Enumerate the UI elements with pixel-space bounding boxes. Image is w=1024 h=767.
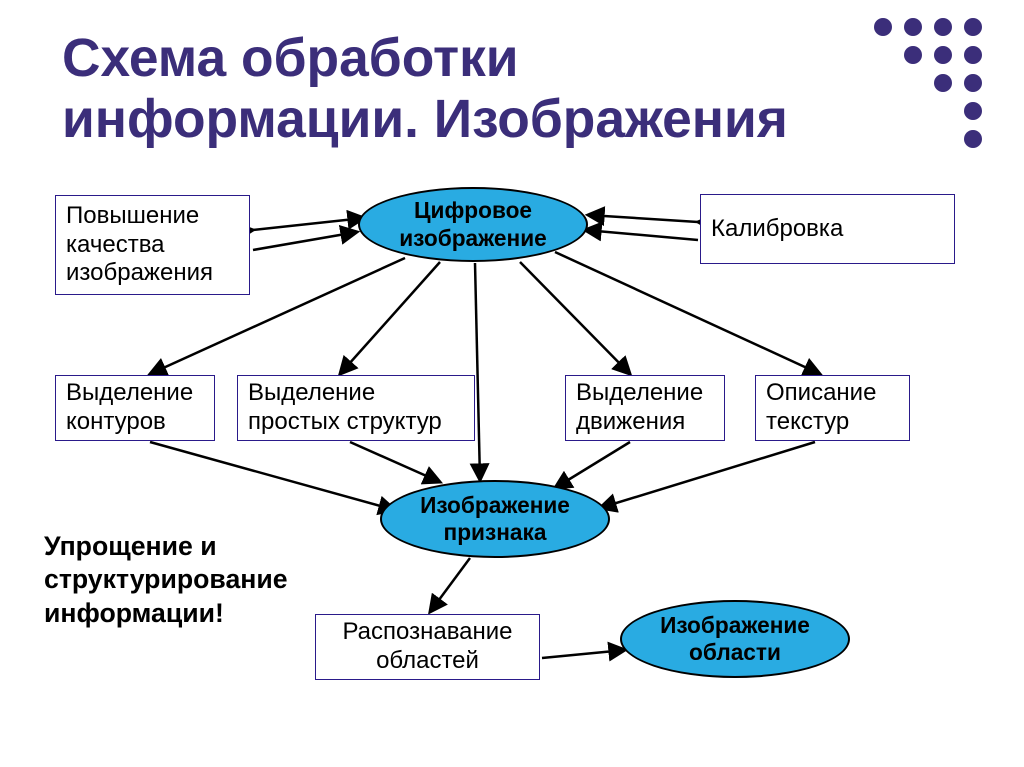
- edge-5: [340, 262, 440, 374]
- edge-10: [350, 442, 440, 482]
- deco-dot: [934, 46, 952, 64]
- deco-dot: [934, 18, 952, 36]
- node-texture: Описание текстур: [755, 375, 910, 441]
- edge-0: [253, 218, 364, 230]
- node-calib: Калибровка: [700, 194, 955, 264]
- deco-dot: [964, 18, 982, 36]
- deco-dot: [934, 74, 952, 92]
- deco-dot: [904, 46, 922, 64]
- diagram-canvas: Схема обработки информации. Изображения …: [0, 0, 1024, 767]
- deco-dot: [964, 130, 982, 148]
- side-annotation: Упрощение и структурирование информации!: [44, 530, 304, 630]
- edge-14: [542, 650, 625, 658]
- deco-dot: [964, 102, 982, 120]
- node-feature-label: Изображение признака: [392, 492, 598, 546]
- edge-2: [253, 232, 357, 250]
- node-quality: Повышение качества изображения: [55, 195, 250, 295]
- node-feature: Изображение признака: [380, 480, 610, 558]
- deco-dot: [964, 74, 982, 92]
- edge-8: [475, 263, 480, 480]
- node-texture-label: Описание текстур: [766, 379, 899, 437]
- node-quality-label: Повышение качества изображения: [66, 202, 239, 288]
- node-regionimg: Изображение области: [620, 600, 850, 678]
- edge-7: [555, 252, 820, 374]
- page-title: Схема обработки информации. Изображения: [62, 28, 822, 151]
- node-structs-label: Выделение простых структур: [248, 379, 464, 437]
- edge-13: [430, 558, 470, 612]
- node-digital-label: Цифровое изображение: [370, 197, 576, 251]
- edge-3: [585, 230, 698, 240]
- deco-dot: [874, 18, 892, 36]
- node-motion-label: Выделение движения: [576, 379, 714, 437]
- deco-dot: [904, 18, 922, 36]
- edge-12: [600, 442, 815, 508]
- node-regions: Распознавание областей: [315, 614, 540, 680]
- node-regionimg-label: Изображение области: [632, 612, 838, 666]
- deco-dot: [964, 46, 982, 64]
- node-contours-label: Выделение контуров: [66, 379, 204, 437]
- node-regions-label: Распознавание областей: [326, 618, 529, 676]
- edge-1: [588, 215, 698, 222]
- edge-11: [555, 442, 630, 488]
- node-contours: Выделение контуров: [55, 375, 215, 441]
- node-calib-label: Калибровка: [711, 215, 843, 244]
- edge-6: [520, 262, 630, 374]
- node-structs: Выделение простых структур: [237, 375, 475, 441]
- node-motion: Выделение движения: [565, 375, 725, 441]
- node-digital: Цифровое изображение: [358, 187, 588, 262]
- edge-9: [150, 442, 395, 510]
